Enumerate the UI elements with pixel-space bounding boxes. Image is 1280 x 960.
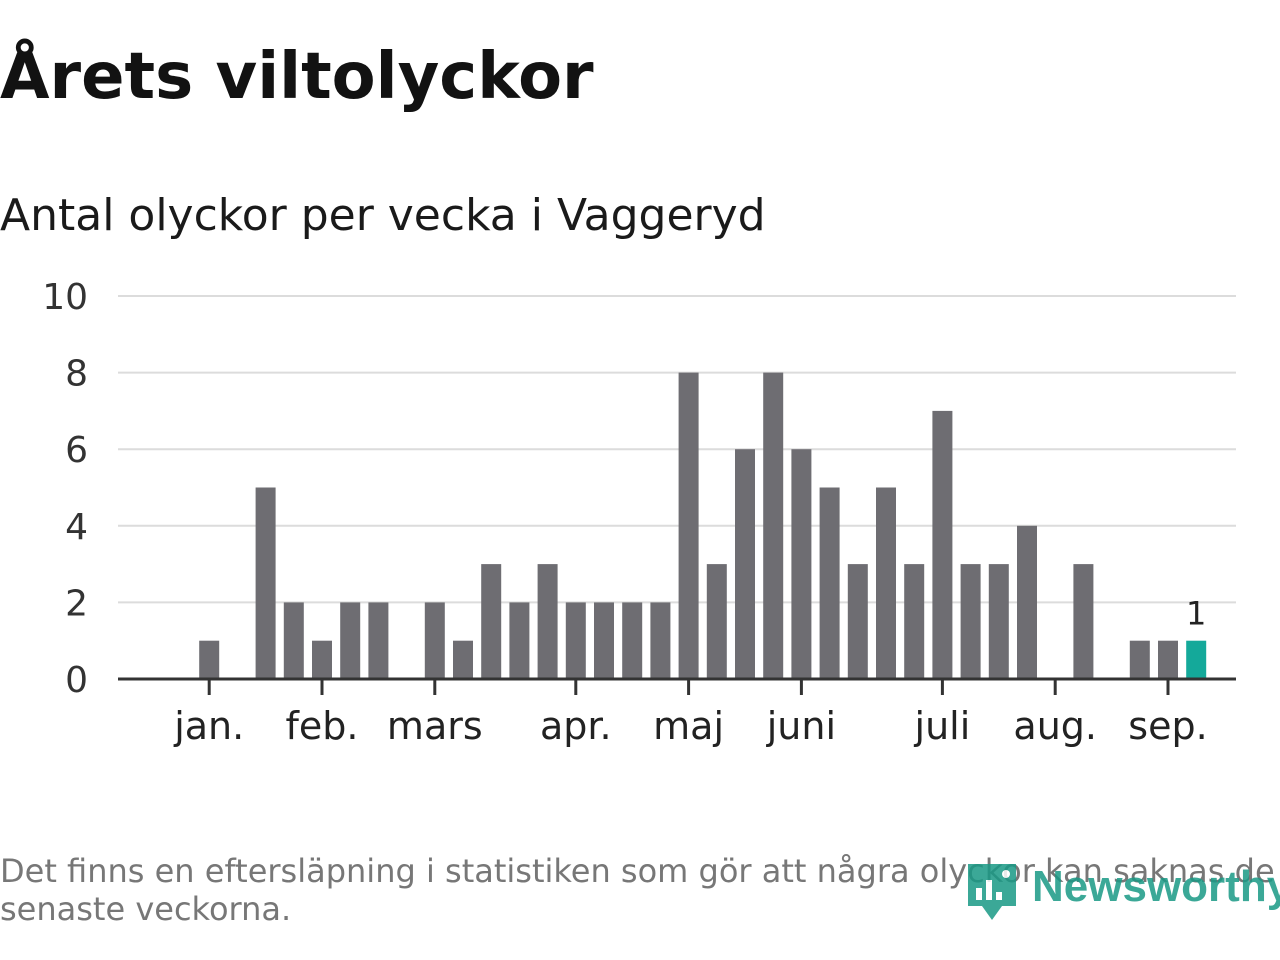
x-tick-label: aug. (1013, 704, 1097, 748)
x-tick-label: mars (387, 704, 483, 748)
bar (424, 602, 445, 679)
bar (283, 602, 304, 679)
x-tick-label: sep. (1128, 704, 1207, 748)
bar (199, 640, 220, 679)
newsworthy-logo: Newsworthy (962, 858, 1280, 930)
bar (537, 564, 558, 679)
chart-title: Årets viltolyckor (0, 40, 594, 114)
x-tick-label: apr. (540, 704, 612, 748)
y-tick-label: 2 (65, 583, 88, 624)
bar (1158, 640, 1178, 679)
x-tick-label: juni (766, 704, 836, 748)
bar (960, 564, 981, 679)
bar (565, 602, 586, 679)
bar (876, 487, 896, 679)
bar (312, 640, 332, 679)
logo-text: Newsworthy (1032, 862, 1280, 911)
bar-highlight (1186, 640, 1207, 679)
bar (368, 602, 389, 679)
x-tick-label: jan. (173, 704, 244, 748)
footnote: Det finns en eftersläpning i statistiken… (0, 852, 1275, 928)
bar (509, 602, 530, 679)
bar (735, 449, 755, 679)
y-tick-label: 8 (65, 354, 88, 395)
bar (1129, 640, 1150, 679)
bar (904, 564, 925, 679)
bar (1017, 525, 1037, 679)
bar (819, 487, 840, 679)
chart-subtitle: Antal olyckor per vecka i Vaggeryd (0, 190, 766, 241)
bar-chart: 0 2 4 6 8 10 1 jan. feb. mars apr. maj juni juli aug. s… (42, 277, 1236, 748)
bar (650, 602, 671, 679)
x-tick-label: feb. (286, 704, 359, 748)
bar (678, 372, 699, 679)
bar (594, 602, 614, 679)
bar (622, 602, 643, 679)
bar (932, 410, 953, 679)
y-tick-label: 6 (65, 430, 88, 471)
bar (763, 372, 784, 679)
bar (481, 564, 502, 679)
y-tick-label: 0 (65, 660, 88, 701)
bar (847, 564, 868, 679)
bar-value-label: 1 (1186, 595, 1206, 633)
bar (453, 640, 473, 679)
bar (706, 564, 727, 679)
bar (1073, 564, 1094, 679)
bar (255, 487, 276, 679)
y-tick-label: 10 (42, 277, 88, 318)
bar (340, 602, 361, 679)
y-tick-label: 4 (65, 507, 88, 548)
bar-chart-pin-icon (968, 864, 1016, 920)
x-tick-label: juli (914, 704, 971, 748)
x-tick-label: maj (653, 704, 724, 748)
bar (791, 449, 812, 679)
bar (988, 564, 1009, 679)
